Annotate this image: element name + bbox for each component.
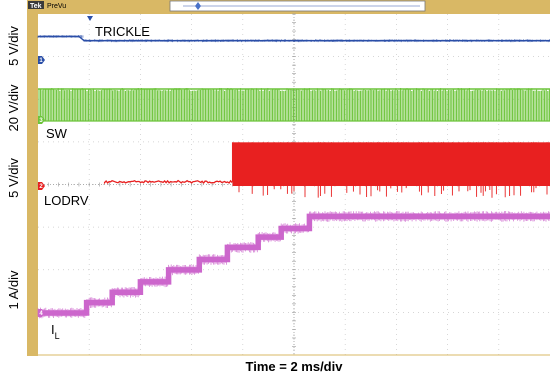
channel-marker-1: 1 — [38, 56, 45, 64]
brand-text: Tek — [30, 3, 42, 10]
channel-marker-2-number: 2 — [39, 184, 43, 190]
trace-sw — [38, 88, 550, 122]
trace-noise-trickle — [37, 35, 550, 43]
channel-marker-2: 2 — [38, 182, 45, 190]
left-bezel — [27, 0, 38, 356]
record-position-icon — [195, 2, 201, 10]
brand-box — [28, 1, 44, 9]
trace-label-sw: SW — [46, 126, 68, 141]
channel-marker-3: 3 — [38, 116, 45, 124]
ylabel-il: 1 A/div — [6, 270, 21, 310]
channel-marker-3-icon — [38, 116, 45, 124]
trace-label-lodrv: LODRV — [44, 193, 89, 208]
lodrv-spikes — [238, 142, 548, 198]
lodrv-switching-block — [232, 142, 550, 186]
channel-marker-4-number: 4 — [39, 311, 43, 317]
lodrv-off-segment — [103, 179, 233, 185]
x-axis-label: Time = 2 ms/div — [246, 359, 344, 374]
sw-pulses — [38, 88, 550, 121]
channel-marker-2-icon — [38, 182, 45, 190]
trace-il — [37, 211, 550, 319]
channel-markers: 1 3 2 4 — [38, 56, 45, 317]
trace-label-il-sub: L — [55, 331, 60, 341]
ylabel-trickle: 5 V/div — [6, 26, 21, 66]
trace-trickle — [37, 35, 550, 43]
trace-label-il: IL — [51, 322, 60, 341]
channel-marker-1-number: 1 — [39, 58, 43, 64]
mode-text: PreVu — [47, 3, 66, 10]
channel-marker-4: 4 — [38, 309, 45, 317]
channel-marker-3-number: 3 — [39, 118, 43, 124]
trigger-marker-icon — [87, 16, 93, 21]
ylabel-sw: 20 V/div — [6, 84, 21, 131]
trace-label-trickle: TRICKLE — [95, 24, 150, 39]
channel-marker-1-icon — [38, 56, 45, 64]
ylabel-lodrv: 5 V/div — [6, 158, 21, 198]
channel-marker-4-icon — [38, 309, 45, 317]
traces — [37, 35, 550, 319]
trace-lodrv — [103, 142, 550, 198]
trace-label-il-main: I — [51, 322, 55, 337]
